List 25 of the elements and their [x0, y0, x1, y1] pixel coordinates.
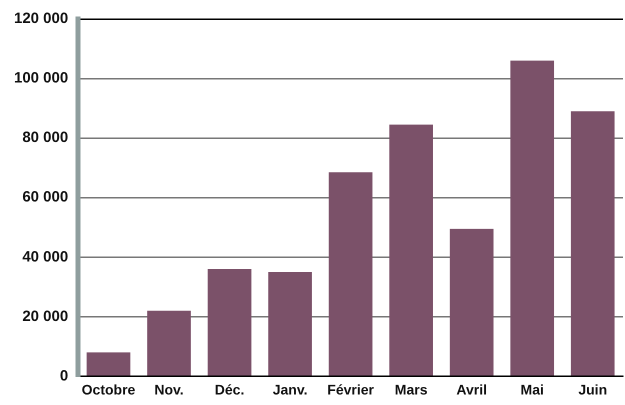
x-tick-label: Avril [456, 381, 487, 398]
bar [450, 228, 494, 376]
bar [510, 60, 554, 376]
x-tick-label: Mars [394, 381, 428, 398]
bar [328, 172, 372, 376]
bar [86, 352, 130, 376]
y-tick-label: 20 000 [22, 308, 68, 325]
x-tick-label: Janv. [272, 381, 308, 398]
y-tick-label: 80 000 [22, 129, 68, 146]
x-tick-label: Nov. [154, 381, 184, 398]
y-tick-label: 40 000 [22, 248, 68, 266]
y-tick-label: 120 000 [14, 10, 68, 28]
x-tick-label: Octobre [82, 381, 136, 398]
bar [268, 272, 312, 376]
bar [147, 310, 191, 376]
x-tick-label: Juin [578, 381, 608, 398]
x-tick-label: Février [327, 381, 375, 398]
bar [570, 111, 615, 376]
bar [389, 124, 433, 376]
y-tick-label: 0 [60, 367, 68, 384]
x-tick-label: Déc. [214, 381, 244, 398]
y-tick-label: 60 000 [22, 188, 68, 206]
x-tick-label: Mai [520, 381, 544, 398]
y-tick-label: 100 000 [14, 70, 68, 87]
bar [208, 269, 252, 376]
